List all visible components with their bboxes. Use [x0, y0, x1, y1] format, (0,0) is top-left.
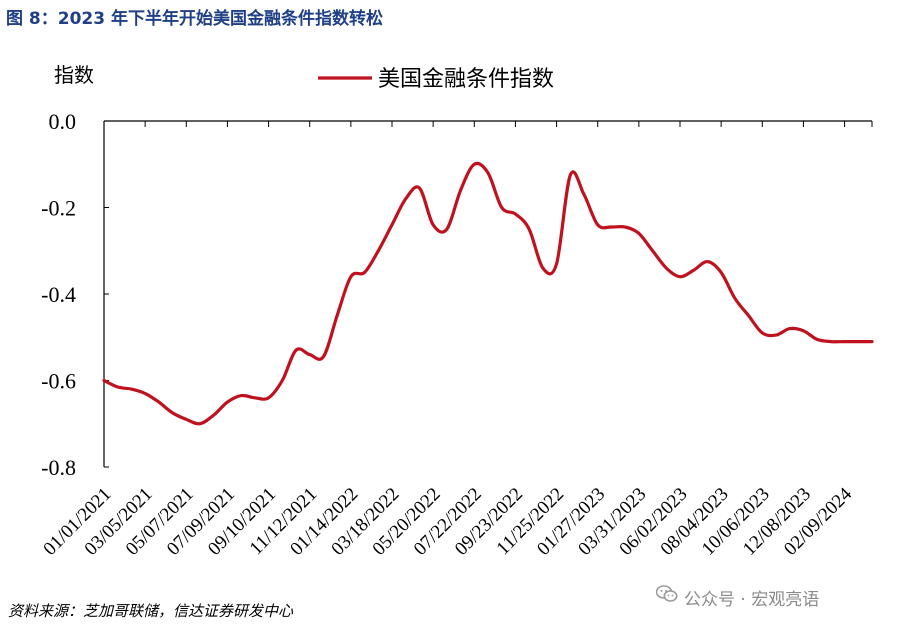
watermark: 公众号 · 宏观亮语 [656, 585, 819, 610]
series-line [102, 161, 874, 426]
y-tick-label: -0.8 [41, 455, 76, 480]
y-tick-label: -0.2 [41, 196, 76, 221]
watermark-text: 公众号 · 宏观亮语 [684, 590, 820, 610]
source-note: 资料来源：芝加哥联储，信达证券研发中心 [8, 602, 294, 620]
y-tick-label: 0.0 [49, 109, 77, 134]
legend-label: 美国金融条件指数 [378, 67, 554, 92]
y-tick-label: -0.6 [41, 369, 76, 394]
figure-title: 图 8：2023 年下半年开始美国金融条件指数转松 [6, 9, 383, 29]
wechat-icon [656, 585, 678, 608]
y-axis-label: 指数 [54, 63, 94, 87]
y-tick-label: -0.4 [41, 282, 76, 307]
